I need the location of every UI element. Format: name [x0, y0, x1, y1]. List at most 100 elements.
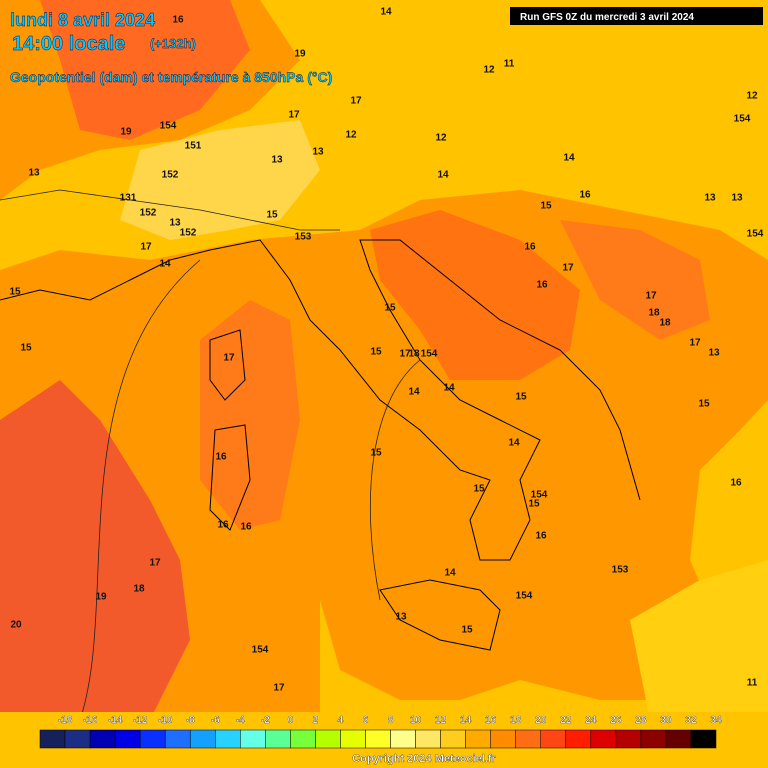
legend-tick-label: 2	[313, 715, 319, 726]
legend-tick-label: -4	[236, 715, 245, 726]
map-label: 13	[28, 168, 40, 179]
map-label: 14	[443, 383, 455, 394]
map-label: 15	[461, 625, 473, 636]
map-label: 18	[648, 308, 660, 319]
forecast-lead: (+132h)	[150, 36, 196, 51]
map-label: 15	[9, 287, 21, 298]
legend-swatch	[265, 729, 291, 749]
legend-tick-label: 16	[485, 715, 497, 726]
map-label: 16	[524, 242, 536, 253]
coastline	[0, 239, 641, 561]
run-label: Run GFS 0Z du mercredi 3 avril 2024	[520, 12, 694, 23]
map-label: 15	[266, 210, 278, 221]
legend-swatch	[415, 729, 441, 749]
legend-tick-label: -2	[261, 715, 270, 726]
legend-tick-label: -10	[158, 715, 173, 726]
map-label: 154	[160, 121, 177, 132]
map-label: 14	[159, 259, 171, 270]
legend-swatch	[189, 729, 216, 749]
legend-swatch	[215, 729, 241, 749]
map-label: 18	[659, 318, 671, 329]
legend-swatch	[465, 729, 491, 749]
map-label: 13	[708, 348, 720, 359]
map-label: 19	[95, 592, 107, 603]
legend-swatch	[640, 729, 667, 749]
map-label: 11	[504, 59, 515, 70]
map-label: 152	[162, 170, 179, 181]
legend-tick-label: -12	[133, 715, 148, 726]
map-label: 17	[645, 291, 657, 302]
map-label: 12	[483, 65, 495, 76]
legend-tick-label: 24	[585, 715, 597, 726]
hot-zone	[0, 380, 190, 720]
run-box	[510, 7, 763, 25]
hot-zone	[200, 300, 300, 530]
map-label: 14	[380, 7, 392, 18]
map-label: 17	[562, 263, 574, 274]
legend-swatch	[164, 729, 191, 749]
legend-tick-label: 20	[535, 715, 547, 726]
map-label: 18	[133, 584, 145, 595]
legend-tick-label: 18	[510, 715, 522, 726]
legend-swatch	[665, 729, 692, 749]
map-label: 13	[312, 147, 324, 158]
map-label: 15	[698, 399, 710, 410]
legend-swatch	[139, 729, 166, 749]
map-label: 17	[288, 110, 300, 121]
map-label: 15	[540, 201, 552, 212]
legend-tick-label: 34	[710, 715, 722, 726]
map-label: 13	[271, 155, 283, 166]
legend-tick-label: 8	[388, 715, 394, 726]
map-label: 11	[747, 678, 758, 689]
map-label: 17	[223, 353, 235, 364]
map-label: 153	[295, 232, 312, 243]
legend-swatch	[440, 729, 466, 749]
legend-tick-label: -16	[83, 715, 98, 726]
map-label: 154	[252, 645, 269, 656]
map-label: 16	[215, 452, 227, 463]
legend-tick-label: 12	[435, 715, 447, 726]
warm-zone	[0, 190, 768, 720]
map-label: 14	[563, 153, 575, 164]
legend-swatch	[89, 729, 116, 749]
map-label: 15	[370, 448, 382, 459]
map-label: 13	[731, 193, 743, 204]
map-label: 17	[689, 338, 701, 349]
map-label: 13	[704, 193, 716, 204]
map-label: 16	[730, 478, 742, 489]
map-label: 14	[408, 387, 420, 398]
map-label: 16	[535, 531, 547, 542]
map-label: 15	[473, 484, 485, 495]
map-label: 14	[444, 568, 456, 579]
hot-zone	[560, 220, 710, 340]
legend-tick-label: 26	[610, 715, 622, 726]
copyright: Copyright 2024 Meteociel.fr	[352, 753, 496, 765]
map-label: 154	[516, 591, 533, 602]
map-label: 13	[395, 612, 407, 623]
legend-swatch	[340, 729, 366, 749]
legend-swatch	[490, 729, 516, 749]
map-label: 16	[536, 280, 548, 291]
legend-swatch	[540, 729, 567, 749]
legend-swatch	[240, 729, 266, 749]
map-label: 16	[172, 15, 184, 26]
coastline	[209, 329, 501, 651]
mild-zone	[120, 120, 320, 240]
legend-swatch	[365, 729, 391, 749]
map-label: 154	[421, 349, 438, 360]
map-subtitle: Geopotentiel (dam) et température à 850h…	[10, 69, 332, 85]
legend-tick-label: 14	[460, 715, 472, 726]
map-label: 17	[140, 242, 152, 253]
legend-swatch	[114, 729, 141, 749]
map-date: lundi 8 avril 2024	[10, 10, 155, 30]
legend-tick-label: -14	[108, 715, 123, 726]
map-label: 12	[345, 130, 357, 141]
legend-swatch	[390, 729, 416, 749]
map-label: 14	[437, 170, 449, 181]
map-label: 15	[528, 499, 540, 510]
legend-tick-label: 28	[635, 715, 647, 726]
map-label: 18	[408, 349, 420, 360]
legend-swatch	[39, 729, 66, 749]
map-label: 152	[180, 228, 197, 239]
